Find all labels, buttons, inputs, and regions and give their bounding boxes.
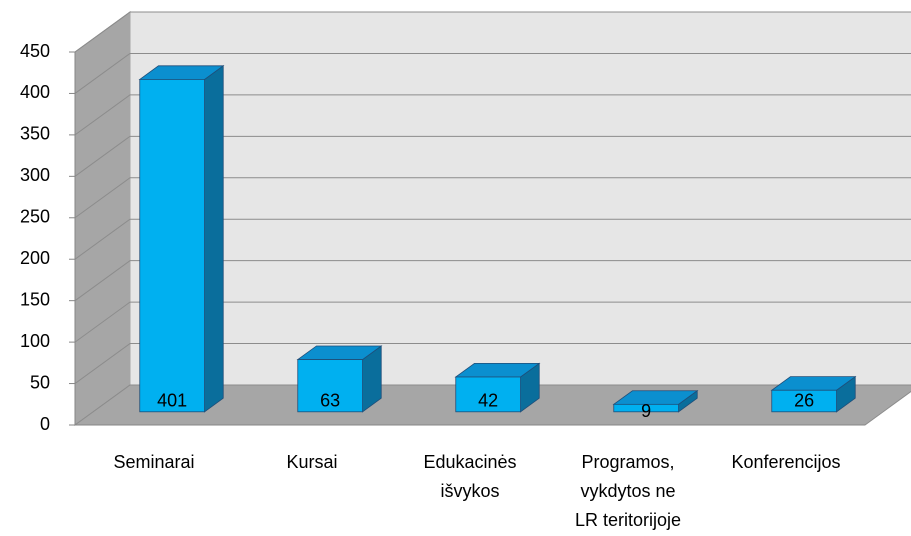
grid-line: [74, 343, 911, 384]
value-label: 26: [794, 391, 814, 411]
y-tick-label: 350: [20, 124, 50, 144]
bar: [612, 389, 699, 413]
y-tick-label: 100: [20, 331, 50, 351]
x-tick-label: Seminarai: [113, 452, 194, 472]
grid-line: [74, 218, 911, 260]
x-tick-label: Programos, vykdytos ne LR teritorijoje: [575, 452, 681, 530]
bar-front: [297, 359, 363, 413]
grid-line: [74, 301, 911, 343]
value-label: 63: [320, 391, 340, 411]
bar: [138, 65, 225, 413]
bar: [770, 375, 857, 413]
y-tick-label: 0: [40, 414, 50, 434]
bar-front: [613, 403, 679, 413]
value-label: 9: [641, 401, 651, 421]
bar: [296, 345, 383, 413]
grid-line: [74, 177, 911, 219]
grid-line: [74, 52, 911, 94]
bar-side: [204, 65, 224, 413]
bar-front: [139, 79, 205, 413]
bar-front: [455, 376, 521, 413]
y-tick-label: 300: [20, 165, 50, 185]
y-tick-label: 450: [20, 41, 50, 61]
value-label: 42: [478, 391, 498, 411]
x-tick-label: Kursai: [286, 452, 337, 472]
y-tick-label: 250: [20, 207, 50, 227]
y-tick-label: 200: [20, 248, 50, 268]
grid-line: [74, 260, 911, 302]
grid-line: [74, 94, 911, 136]
back-wall: [129, 11, 911, 386]
y-tick-label: 50: [30, 372, 50, 392]
bar: [454, 362, 541, 413]
bar-front: [771, 389, 837, 413]
x-tick-label: Konferencijos: [731, 452, 840, 472]
x-tick-label: Edukacinės išvykos: [423, 452, 516, 501]
y-tick-label: 150: [20, 289, 50, 309]
grid-line: [74, 135, 911, 177]
y-tick-label: 400: [20, 82, 50, 102]
grid-line: [74, 11, 911, 53]
value-label: 401: [157, 391, 187, 411]
